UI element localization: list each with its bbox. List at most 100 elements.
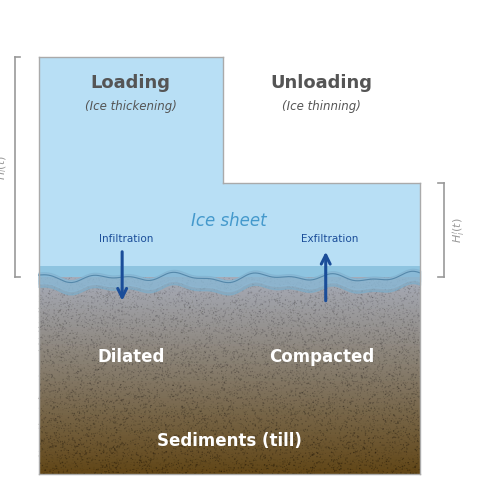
Point — [359, 458, 366, 466]
Point — [59, 307, 67, 315]
Point — [95, 393, 102, 401]
Point — [231, 369, 239, 376]
Point — [113, 325, 121, 333]
Point — [317, 445, 325, 452]
Point — [306, 291, 314, 299]
Point — [126, 283, 133, 290]
Point — [299, 453, 306, 460]
Point — [393, 470, 400, 478]
Point — [232, 306, 240, 314]
Point — [194, 411, 202, 418]
Point — [292, 329, 300, 337]
Point — [300, 323, 308, 331]
Point — [408, 448, 416, 456]
Point — [372, 304, 379, 312]
Point — [102, 443, 110, 450]
Point — [310, 285, 317, 293]
Point — [411, 456, 419, 463]
Point — [386, 293, 394, 301]
Point — [370, 434, 377, 442]
Point — [341, 288, 348, 296]
Bar — [38, 413, 420, 415]
Point — [96, 401, 104, 409]
Point — [225, 306, 233, 314]
Point — [235, 283, 242, 291]
Point — [242, 307, 250, 315]
Point — [164, 365, 172, 373]
Point — [145, 388, 153, 395]
Point — [258, 444, 266, 452]
Point — [192, 339, 200, 346]
Point — [241, 428, 249, 436]
Point — [120, 352, 128, 360]
Point — [400, 379, 408, 387]
Point — [58, 335, 66, 342]
Point — [271, 283, 278, 290]
Point — [259, 436, 266, 444]
Point — [119, 324, 127, 331]
Point — [294, 380, 302, 388]
Point — [100, 433, 108, 440]
Point — [382, 326, 390, 334]
Point — [166, 393, 174, 400]
Point — [412, 404, 420, 412]
Point — [72, 444, 79, 452]
Point — [113, 437, 120, 445]
Point — [398, 348, 406, 356]
Point — [76, 409, 84, 417]
Point — [210, 354, 217, 362]
Point — [363, 468, 371, 476]
Point — [220, 423, 228, 431]
Point — [258, 278, 265, 285]
Point — [165, 435, 172, 443]
Point — [413, 319, 420, 326]
Point — [134, 445, 142, 453]
Point — [255, 369, 263, 376]
Point — [354, 425, 362, 433]
Point — [208, 377, 216, 385]
Point — [372, 445, 380, 453]
Point — [88, 453, 96, 461]
Point — [292, 288, 300, 296]
Point — [288, 285, 295, 293]
Point — [320, 438, 327, 445]
Point — [165, 381, 173, 388]
Point — [276, 295, 283, 302]
Point — [115, 281, 123, 288]
Point — [256, 291, 264, 299]
Point — [186, 443, 194, 451]
Point — [135, 459, 143, 467]
Point — [56, 322, 63, 330]
Point — [402, 378, 409, 386]
Point — [170, 456, 178, 463]
Point — [296, 451, 303, 459]
Point — [340, 347, 348, 354]
Point — [38, 430, 46, 437]
Point — [352, 298, 360, 306]
Point — [234, 325, 241, 333]
Point — [415, 290, 423, 297]
Point — [85, 429, 93, 437]
Point — [138, 393, 145, 400]
Point — [361, 456, 369, 463]
Point — [404, 393, 411, 401]
Point — [239, 347, 247, 355]
Point — [362, 458, 370, 466]
Point — [371, 279, 378, 286]
Point — [128, 304, 135, 311]
Point — [271, 375, 279, 383]
Point — [343, 444, 351, 451]
Point — [240, 422, 247, 430]
Point — [42, 310, 50, 318]
Point — [264, 369, 272, 377]
Point — [43, 399, 51, 406]
Point — [355, 379, 363, 387]
Point — [204, 290, 212, 298]
Point — [340, 323, 348, 331]
Point — [225, 292, 233, 300]
Point — [293, 327, 300, 335]
Point — [267, 396, 275, 404]
Point — [378, 455, 386, 462]
Point — [95, 360, 102, 367]
Point — [172, 391, 180, 399]
